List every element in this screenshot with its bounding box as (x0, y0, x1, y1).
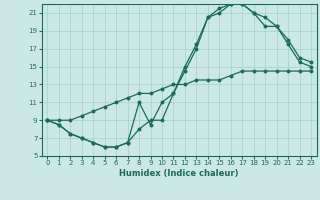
X-axis label: Humidex (Indice chaleur): Humidex (Indice chaleur) (119, 169, 239, 178)
